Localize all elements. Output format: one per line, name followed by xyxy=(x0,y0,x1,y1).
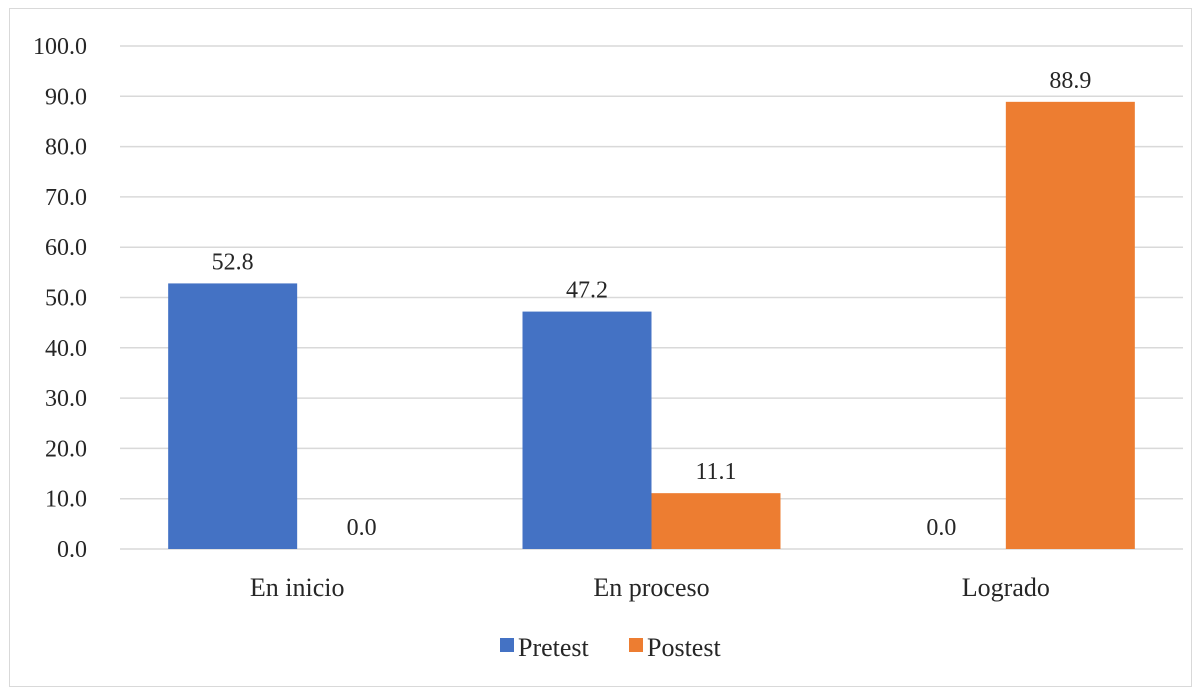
y-tick-label: 40.0 xyxy=(45,336,87,362)
data-label: 52.8 xyxy=(212,249,254,275)
bar-postest-3 xyxy=(1005,101,1135,549)
data-label: 88.9 xyxy=(1049,68,1091,94)
y-tick-label: 60.0 xyxy=(45,235,87,261)
data-label: 0.0 xyxy=(926,515,956,541)
y-tick-label: 100.0 xyxy=(33,34,87,60)
bar-pretest-1 xyxy=(168,283,298,549)
bar-pretest-2 xyxy=(522,311,652,549)
legend-label-pretest: Pretest xyxy=(518,633,590,662)
legend-label-postest: Postest xyxy=(647,633,721,662)
y-tick-label: 30.0 xyxy=(45,386,87,412)
legend-swatch-pretest xyxy=(500,638,514,652)
bar-postest-2 xyxy=(651,493,781,549)
data-label: 11.1 xyxy=(695,459,736,485)
y-tick-label: 50.0 xyxy=(45,286,87,312)
y-tick-label: 70.0 xyxy=(45,185,87,211)
y-tick-label: 20.0 xyxy=(45,436,87,462)
x-category-label: En inicio xyxy=(250,573,345,602)
x-category-label: En proceso xyxy=(593,573,709,602)
y-tick-label: 80.0 xyxy=(45,135,87,161)
y-tick-label: 90.0 xyxy=(45,84,87,110)
y-tick-label: 10.0 xyxy=(45,487,87,513)
x-category-label: Logrado xyxy=(962,573,1050,602)
data-label: 0.0 xyxy=(347,515,377,541)
legend-swatch-postest xyxy=(629,638,643,652)
data-label: 47.2 xyxy=(566,278,608,304)
y-tick-label: 0.0 xyxy=(57,537,87,563)
